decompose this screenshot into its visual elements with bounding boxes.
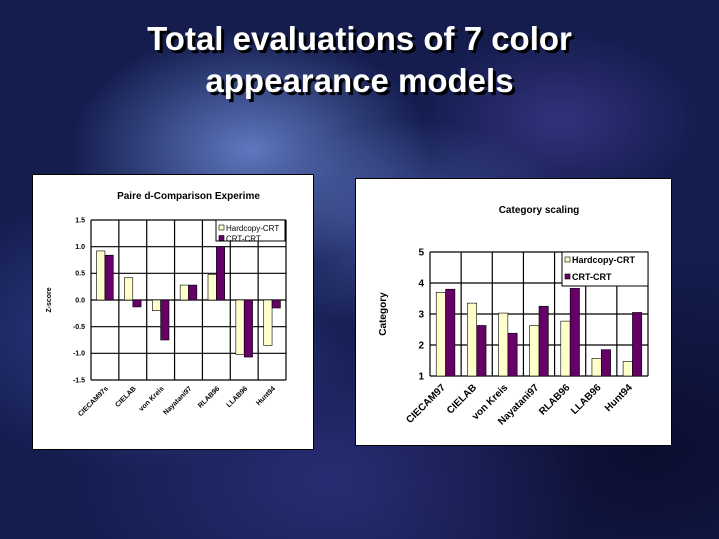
- category-scaling-svg: Category scalingCategory54321CIECAM97CIE…: [378, 205, 649, 427]
- bar-crt-crt: [216, 246, 226, 301]
- bar-hardcopy-crt: [235, 299, 245, 355]
- x-tick-label: RLAB96: [537, 382, 573, 418]
- x-tick-label: Hunt94: [603, 382, 635, 414]
- bar-crt-crt: [188, 284, 198, 301]
- bar-crt-crt: [160, 299, 170, 341]
- x-tick-label: CIECAM97s: [77, 385, 110, 418]
- x-tick-label: RLAB96: [197, 385, 221, 409]
- y-tick-label: 1.5: [75, 217, 85, 224]
- bar-crt-crt: [132, 299, 142, 308]
- bar-hardcopy-crt: [591, 358, 602, 377]
- title-line-2: appearance models: [205, 62, 514, 99]
- legend-label: Hardcopy-CRT: [226, 224, 279, 233]
- legend-label: CRT-CRT: [226, 235, 261, 244]
- y-tick-label: 1: [418, 371, 424, 382]
- bar-hardcopy-crt: [435, 292, 446, 377]
- x-tick-label: von Kreis: [138, 385, 166, 413]
- bar-hardcopy-crt: [263, 299, 273, 346]
- y-tick-label: 1.0: [75, 244, 85, 251]
- bar-crt-crt: [445, 288, 456, 377]
- y-tick-label: 4: [418, 278, 424, 289]
- bar-crt-crt: [569, 287, 580, 377]
- slide-title: Total evaluations of 7 color appearance …: [0, 18, 719, 102]
- y-tick-label: -0.5: [73, 324, 85, 331]
- y-tick-label: -1.5: [73, 377, 85, 384]
- x-tick-label: CIECAM97: [404, 382, 448, 426]
- y-tick-label: 3: [418, 309, 424, 320]
- legend-swatch: [218, 235, 225, 241]
- bar-crt-crt: [476, 325, 487, 377]
- bar-hardcopy-crt: [151, 299, 161, 311]
- bar-hardcopy-crt: [529, 325, 540, 377]
- bar-crt-crt: [507, 332, 518, 377]
- category-scaling-chart: Category scaling Category 5 4 3 2 1 CIECAM97 CIE…: [355, 178, 672, 446]
- y-tick-label: 2: [418, 340, 424, 351]
- paired-comparison-svg: Paire d-Comparison Experime Z-score 1.5 1.0…: [46, 191, 287, 418]
- legend-swatch: [564, 256, 571, 263]
- title-line-1: Total evaluations of 7 color: [147, 20, 572, 57]
- x-tick-label: LLAB96: [569, 382, 604, 417]
- bar-hardcopy-crt: [498, 312, 509, 377]
- y-tick-label: 5: [418, 247, 424, 258]
- legend-swatch: [564, 273, 571, 280]
- x-tick-label: CIELAB: [114, 385, 137, 408]
- bar-hardcopy-crt: [622, 361, 633, 377]
- y-tick-label: -1.0: [73, 351, 85, 358]
- legend-label: Hardcopy-CRT: [572, 255, 636, 265]
- y-tick-label: 0.0: [75, 297, 85, 304]
- bar-hardcopy-crt: [124, 277, 134, 301]
- bar-hardcopy-crt: [467, 302, 478, 377]
- y-axis-label: Category: [378, 292, 389, 336]
- x-tick-label: LLAB96: [226, 385, 250, 409]
- bar-hardcopy-crt: [179, 284, 189, 301]
- bar-crt-crt: [104, 254, 114, 301]
- paired-comparison-chart: Paire d-Comparison Experime Z-score 1.5 1.0…: [32, 174, 314, 450]
- bar-crt-crt: [632, 312, 643, 377]
- x-tick-label: Nayatani97: [162, 385, 193, 416]
- bar-crt-crt: [600, 349, 611, 377]
- bar-crt-crt: [243, 299, 253, 358]
- chart-title: Paire d-Comparison Experime: [117, 191, 260, 202]
- bar-hardcopy-crt: [207, 274, 217, 301]
- bar-crt-crt: [538, 305, 549, 377]
- legend-label: CRT-CRT: [572, 272, 612, 282]
- bar-crt-crt: [271, 299, 281, 309]
- chart-title: Category scaling: [499, 205, 580, 216]
- bar-hardcopy-crt: [560, 320, 571, 377]
- y-axis-label: Z-score: [46, 287, 53, 312]
- legend-box: [215, 219, 286, 242]
- bar-hardcopy-crt: [96, 250, 106, 301]
- legend-box: [561, 251, 649, 287]
- y-tick-label: 0.5: [75, 271, 85, 278]
- legend-swatch: [218, 224, 225, 231]
- x-tick-label: Hunt94: [255, 385, 277, 407]
